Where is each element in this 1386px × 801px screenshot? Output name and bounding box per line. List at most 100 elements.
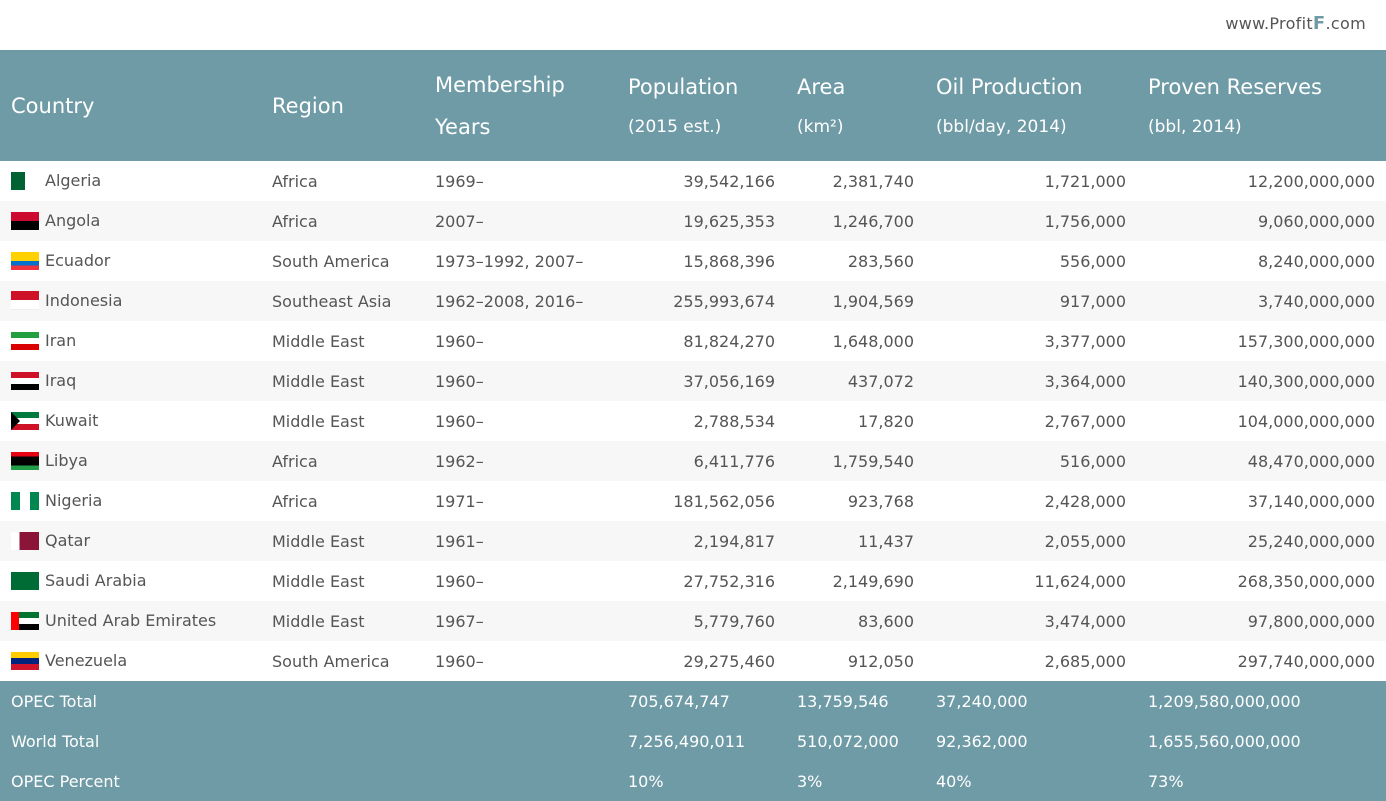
- population-cell: 39,542,166: [683, 171, 775, 191]
- proven-reserves-cell: 104,000,000,000: [1237, 411, 1375, 431]
- membership-cell: 1962–: [435, 451, 484, 471]
- proven-reserves-cell: 3,740,000,000: [1257, 291, 1375, 311]
- iran-flag-icon: [11, 331, 39, 350]
- proven-reserves-cell: 157,300,000,000: [1237, 331, 1375, 351]
- oil-production-total: 37,240,000: [936, 691, 1028, 711]
- population-cell: 2,788,534: [693, 411, 775, 431]
- totals-label: OPEC Total: [11, 691, 97, 711]
- oil-production-cell: 1,721,000: [1044, 171, 1126, 191]
- membership-cell: 1967–: [435, 611, 484, 631]
- logo-suffix: .com: [1325, 14, 1366, 33]
- area-cell: 2,149,690: [832, 571, 914, 591]
- region-cell: Middle East: [272, 371, 365, 391]
- table-row: Algeria Africa 1969– 39,542,166 2,381,74…: [0, 161, 1386, 201]
- region-cell: Middle East: [272, 331, 365, 351]
- oil-production-cell: 1,756,000: [1044, 211, 1126, 231]
- population-total: 10%: [628, 771, 664, 791]
- country-cell: Algeria: [0, 161, 261, 201]
- region-cell: Middle East: [272, 531, 365, 551]
- logo-mark: F: [1312, 13, 1326, 34]
- area-cell: 83,600: [858, 611, 914, 631]
- qatar-flag-icon: [11, 531, 39, 550]
- totals-label: OPEC Percent: [11, 771, 120, 791]
- country-cell: Qatar: [0, 521, 261, 561]
- oil-production-total: 40%: [936, 771, 972, 791]
- proven-reserves-total: 73%: [1148, 771, 1184, 791]
- oil-production-cell: 11,624,000: [1034, 571, 1126, 591]
- area-cell: 17,820: [858, 411, 914, 431]
- table-row: Saudi Arabia Middle East 1960– 27,752,31…: [0, 561, 1386, 601]
- oil-production-cell: 2,685,000: [1044, 651, 1126, 671]
- country-cell: Libya: [0, 441, 261, 481]
- membership-cell: 1960–: [435, 331, 484, 351]
- area-total: 510,072,000: [797, 731, 899, 751]
- population-cell: 6,411,776: [693, 451, 775, 471]
- libya-flag-icon: [11, 451, 39, 470]
- column-header-oil-production: Oil Production (bbl/day, 2014): [936, 74, 1083, 137]
- country-cell: Iran: [0, 321, 261, 361]
- table-row: Qatar Middle East 1961– 2,194,817 11,437…: [0, 521, 1386, 561]
- country-cell: Nigeria: [0, 481, 261, 521]
- proven-reserves-cell: 8,240,000,000: [1257, 251, 1375, 271]
- population-cell: 5,779,760: [693, 611, 775, 631]
- uae-flag-icon: [11, 611, 39, 630]
- area-total: 3%: [797, 771, 823, 791]
- table-header: Country Region Membership Years Populatio…: [0, 50, 1386, 161]
- table-body: Algeria Africa 1969– 39,542,166 2,381,74…: [0, 161, 1386, 681]
- area-cell: 1,246,700: [832, 211, 914, 231]
- proven-reserves-cell: 297,740,000,000: [1237, 651, 1375, 671]
- ecuador-flag-icon: [11, 251, 39, 270]
- area-cell: 923,768: [847, 491, 914, 511]
- proven-reserves-cell: 25,240,000,000: [1247, 531, 1375, 551]
- column-header-area: Area (km²): [797, 74, 846, 137]
- table-footer: OPEC Total 705,674,747 13,759,546 37,240…: [0, 681, 1386, 801]
- empty-cell: [424, 721, 617, 761]
- kuwait-flag-icon: [11, 411, 39, 430]
- nigeria-flag-icon: [11, 491, 39, 510]
- column-header-proven-reserves: Proven Reserves (bbl, 2014): [1148, 74, 1322, 137]
- column-header-membership: Membership Years: [435, 72, 565, 139]
- membership-cell: 1971–: [435, 491, 484, 511]
- oil-production-cell: 3,364,000: [1044, 371, 1126, 391]
- country-cell: Ecuador: [0, 241, 261, 281]
- proven-reserves-total: 1,209,580,000,000: [1148, 691, 1301, 711]
- membership-cell: 2007–: [435, 211, 484, 231]
- oil-production-cell: 2,428,000: [1044, 491, 1126, 511]
- top-bar: www.ProfitF.com: [0, 0, 1386, 50]
- angola-flag-icon: [11, 211, 39, 230]
- population-cell: 181,562,056: [673, 491, 775, 511]
- oil-production-cell: 556,000: [1059, 251, 1126, 271]
- population-cell: 15,868,396: [683, 251, 775, 271]
- population-total: 705,674,747: [628, 691, 730, 711]
- empty-cell: [424, 681, 617, 721]
- empty-cell: [424, 761, 617, 801]
- membership-cell: 1962–2008, 2016–: [435, 291, 584, 311]
- totals-label: World Total: [11, 731, 100, 751]
- indonesia-flag-icon: [11, 291, 39, 310]
- country-cell: Iraq: [0, 361, 261, 401]
- population-total: 7,256,490,011: [628, 731, 746, 751]
- region-cell: South America: [272, 251, 390, 271]
- table-row: Indonesia Southeast Asia 1962–2008, 2016…: [0, 281, 1386, 321]
- oil-production-cell: 917,000: [1059, 291, 1126, 311]
- table-row: Iran Middle East 1960– 81,824,270 1,648,…: [0, 321, 1386, 361]
- area-cell: 1,904,569: [832, 291, 914, 311]
- totals-row: OPEC Total 705,674,747 13,759,546 37,240…: [0, 681, 1386, 721]
- totals-row: World Total 7,256,490,011 510,072,000 92…: [0, 721, 1386, 761]
- site-logo[interactable]: www.ProfitF.com: [1225, 13, 1366, 34]
- proven-reserves-cell: 37,140,000,000: [1247, 491, 1375, 511]
- region-cell: Southeast Asia: [272, 291, 392, 311]
- proven-reserves-cell: 97,800,000,000: [1247, 611, 1375, 631]
- oil-production-cell: 516,000: [1059, 451, 1126, 471]
- area-cell: 11,437: [858, 531, 914, 551]
- proven-reserves-cell: 48,470,000,000: [1247, 451, 1375, 471]
- oil-production-total: 92,362,000: [936, 731, 1028, 751]
- country-cell: Saudi Arabia: [0, 561, 261, 601]
- logo-prefix: www.Profit: [1225, 14, 1313, 33]
- area-cell: 437,072: [847, 371, 914, 391]
- population-cell: 29,275,460: [683, 651, 775, 671]
- area-total: 13,759,546: [797, 691, 889, 711]
- region-cell: Africa: [272, 451, 318, 471]
- proven-reserves-cell: 140,300,000,000: [1237, 371, 1375, 391]
- population-cell: 37,056,169: [683, 371, 775, 391]
